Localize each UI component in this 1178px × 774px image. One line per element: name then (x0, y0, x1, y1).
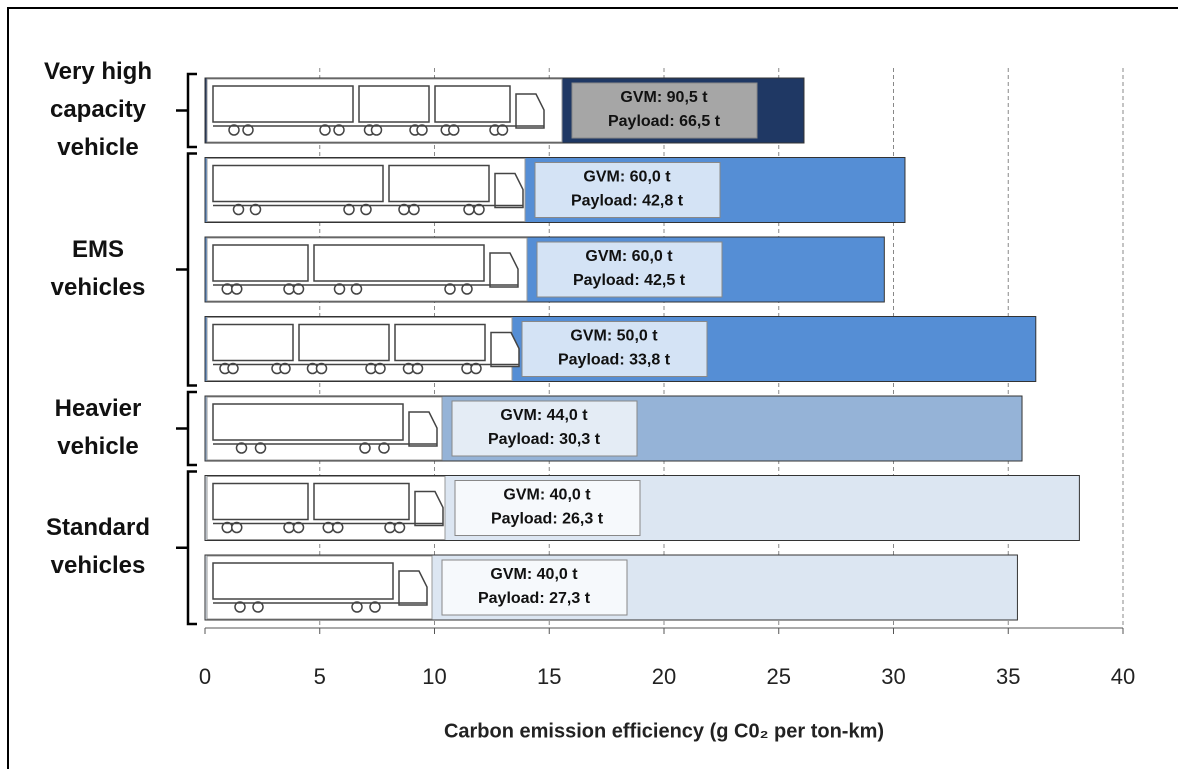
x-tick-label: 10 (422, 664, 446, 689)
chart: Carbon emission efficiency (g C0₂ per to… (0, 0, 1178, 769)
bar-label: Payload: 66,5 t (608, 113, 721, 130)
group-bracket (176, 74, 197, 147)
group-label: vehicle (57, 134, 138, 161)
bar-label: GVM: 44,0 t (500, 407, 588, 424)
group-label: vehicles (51, 274, 146, 301)
bar-label: GVM: 50,0 t (570, 328, 658, 345)
group-bracket (176, 392, 197, 465)
x-tick-label: 0 (199, 664, 211, 689)
bar-label: GVM: 60,0 t (583, 169, 671, 186)
bar-label: Payload: 30,3 t (488, 431, 601, 448)
trailer (314, 484, 409, 520)
x-tick-label: 5 (314, 664, 326, 689)
trailer (213, 563, 393, 599)
x-tick-label: 20 (652, 664, 676, 689)
trailer (213, 484, 308, 520)
group-label: EMS (72, 236, 124, 263)
group-label: Standard (46, 514, 150, 541)
bar-label: Payload: 27,3 t (478, 590, 591, 607)
trailer (314, 245, 484, 281)
group-bracket (176, 154, 197, 386)
group-bracket (176, 472, 197, 625)
bar-label: GVM: 40,0 t (490, 566, 578, 583)
group-label: Heavier (55, 395, 142, 422)
bar-label: Payload: 26,3 t (491, 511, 604, 528)
x-tick-label: 35 (996, 664, 1020, 689)
x-tick-label: 25 (767, 664, 791, 689)
trailer (213, 166, 383, 202)
group-label: vehicle (57, 433, 138, 460)
trailer (435, 86, 510, 122)
bar-label: Payload: 42,8 t (571, 193, 684, 210)
trailer (213, 325, 293, 361)
trailer (213, 86, 353, 122)
bar-label: Payload: 33,8 t (558, 352, 671, 369)
x-axis-label: Carbon emission efficiency (g C0₂ per to… (444, 720, 884, 742)
trailer (395, 325, 485, 361)
x-tick-label: 15 (537, 664, 561, 689)
trailer (213, 404, 403, 440)
group-label: capacity (50, 96, 147, 123)
group-label: Very high (44, 58, 152, 85)
x-tick-label: 40 (1111, 664, 1135, 689)
trailer (213, 245, 308, 281)
bar-label: Payload: 42,5 t (573, 272, 686, 289)
trailer (389, 166, 489, 202)
x-tick-label: 30 (881, 664, 905, 689)
bar-label: GVM: 40,0 t (503, 487, 591, 504)
bar-label: GVM: 60,0 t (585, 248, 673, 265)
trailer (359, 86, 429, 122)
trailer (299, 325, 389, 361)
group-label: vehicles (51, 552, 146, 579)
bar-label: GVM: 90,5 t (620, 89, 708, 106)
